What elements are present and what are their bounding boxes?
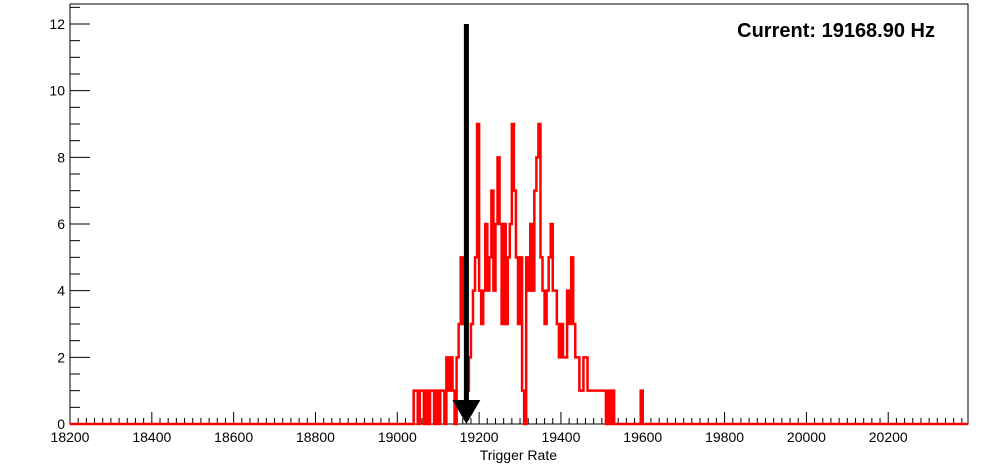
x-tick-label: 18200	[51, 429, 90, 445]
x-tick-label: 18400	[132, 429, 171, 445]
x-tick-label: 19000	[378, 429, 417, 445]
y-tick-label: 0	[57, 416, 65, 432]
x-tick-label: 19400	[541, 429, 580, 445]
y-tick-label: 10	[49, 83, 65, 99]
y-axis: 0 2 4 6 8 10 12	[49, 6, 90, 432]
arrow-head-icon	[452, 400, 481, 424]
y-tick-label: 6	[57, 216, 65, 232]
x-axis: 18200 18400 18600 18800 19000 19200 19400 19600…	[51, 412, 963, 445]
x-tick-label: 19200	[460, 429, 499, 445]
x-tick-label: 20000	[787, 429, 826, 445]
y-tick-label: 2	[57, 349, 65, 365]
x-tick-label: 18800	[296, 429, 335, 445]
current-rate-annotation: Current: 19168.90 Hz	[737, 20, 935, 42]
histogram-series-line	[70, 122, 968, 426]
x-tick-label: 19800	[705, 429, 744, 445]
plot-frame	[69, 3, 969, 425]
x-axis-title: Trigger Rate	[480, 447, 558, 463]
current-rate-arrow	[452, 24, 481, 424]
x-tick-label: 18600	[214, 429, 253, 445]
y-tick-label: 4	[57, 283, 65, 299]
x-tick-label: 19600	[623, 429, 662, 445]
y-tick-label: 12	[49, 16, 65, 32]
y-tick-label: 8	[57, 149, 65, 165]
x-tick-label: 20200	[869, 429, 908, 445]
